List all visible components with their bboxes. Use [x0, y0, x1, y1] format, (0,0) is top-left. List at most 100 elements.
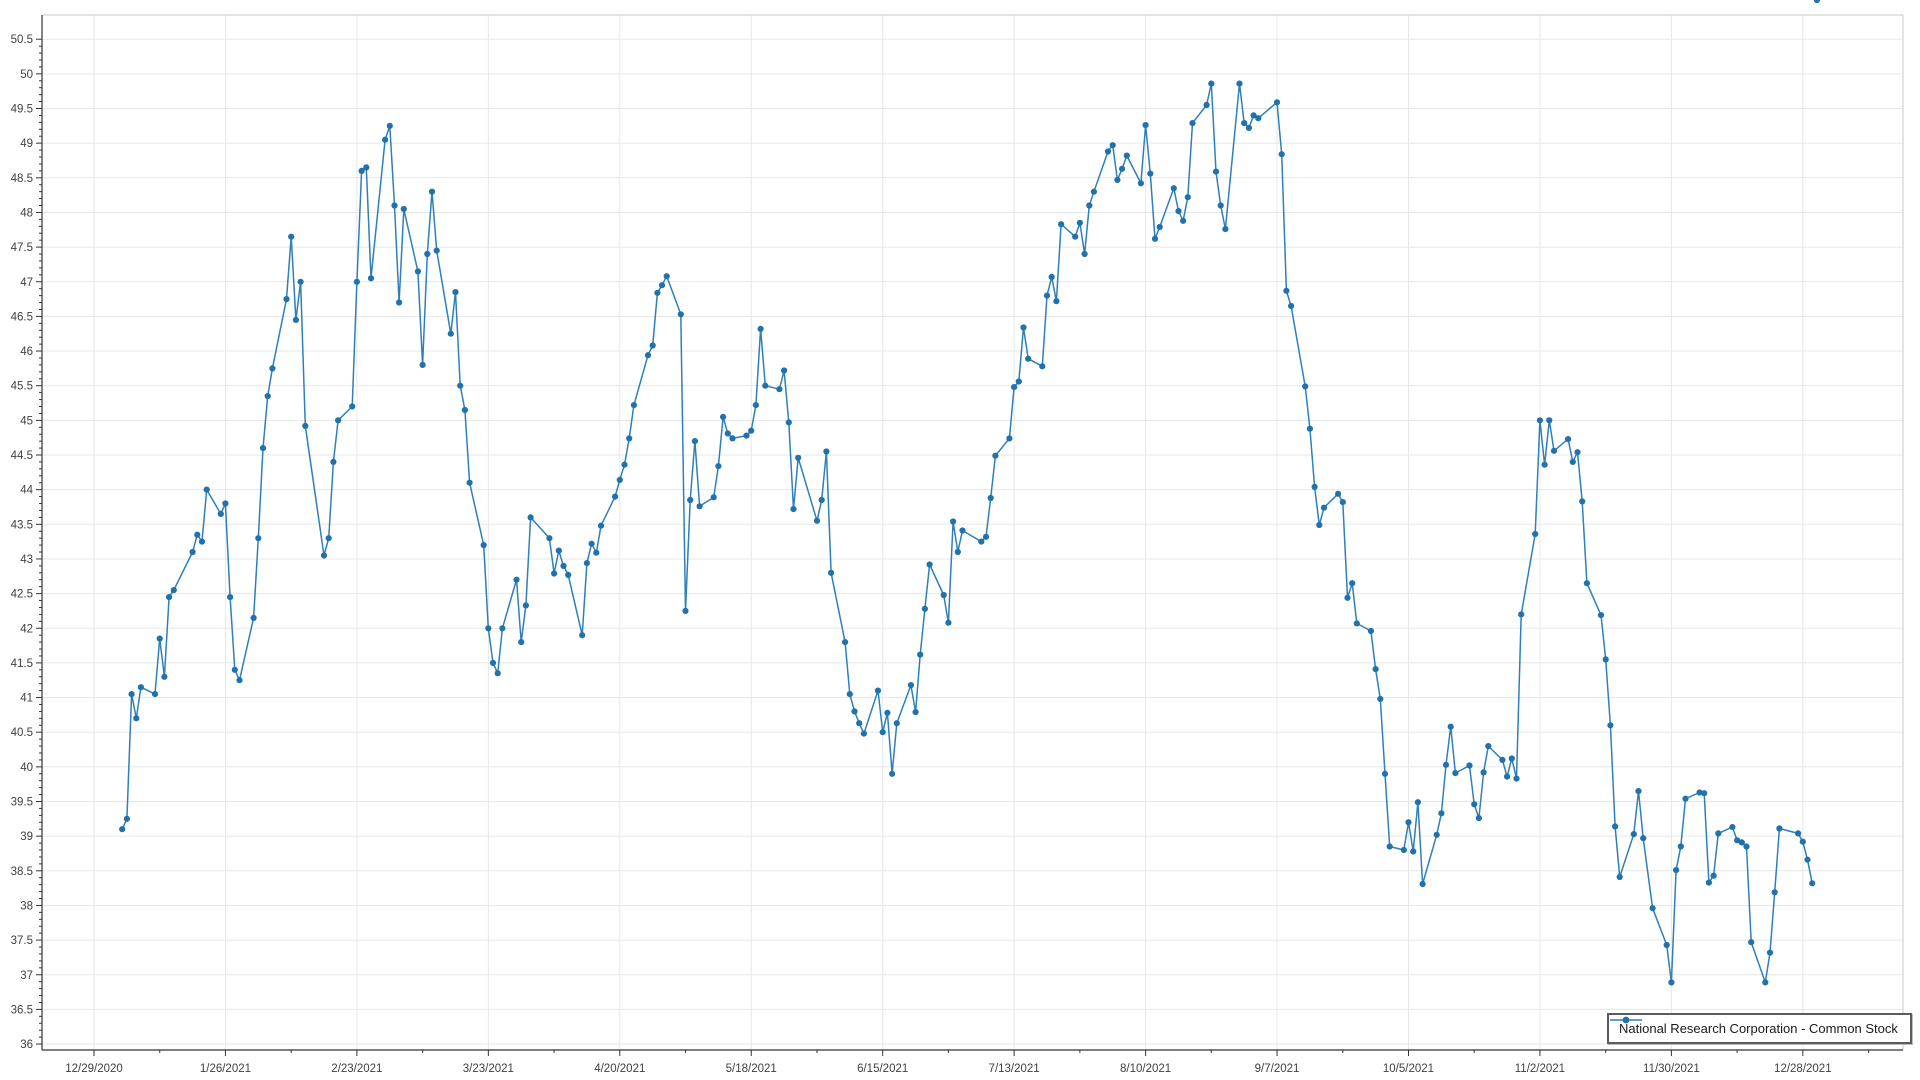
- data-point: [1635, 788, 1642, 795]
- data-point: [137, 684, 144, 691]
- y-axis-tick-label: 46: [20, 346, 33, 358]
- data-point: [1015, 378, 1022, 385]
- x-axis-tick-label: 4/20/2021: [594, 1063, 645, 1075]
- data-point: [555, 547, 562, 554]
- data-point: [151, 691, 159, 698]
- data-point: [1541, 461, 1548, 468]
- data-point: [654, 289, 661, 296]
- data-point: [367, 275, 375, 282]
- data-point: [1738, 839, 1745, 846]
- data-point: [1734, 837, 1741, 844]
- data-point: [724, 430, 731, 437]
- data-point: [1715, 830, 1722, 837]
- data-point: [1771, 889, 1778, 896]
- data-point: [1532, 530, 1539, 538]
- data-point: [691, 438, 699, 445]
- data-point: [236, 677, 243, 684]
- data-point: [1438, 810, 1445, 817]
- data-point: [363, 164, 370, 171]
- data-point: [663, 273, 670, 280]
- y-axis-tick-label: 44.5: [11, 450, 33, 462]
- data-point: [119, 826, 126, 833]
- data-point: [1320, 504, 1328, 511]
- data-point: [1466, 762, 1473, 769]
- data-point: [499, 625, 506, 632]
- data-point: [1058, 221, 1065, 228]
- data-point: [1616, 873, 1623, 881]
- data-point: [292, 316, 299, 323]
- data-point: [1335, 490, 1342, 497]
- data-point: [1076, 219, 1083, 226]
- data-point: [283, 296, 290, 303]
- data-point: [588, 540, 595, 547]
- data-point: [884, 709, 891, 716]
- data-point: [743, 432, 750, 439]
- x-axis-tick-label: 5/18/2021: [726, 1063, 777, 1075]
- data-point: [828, 569, 835, 576]
- data-point: [1147, 170, 1154, 177]
- data-point: [1630, 831, 1637, 838]
- data-point: [1668, 979, 1675, 986]
- data-point: [1180, 217, 1187, 224]
- data-point: [133, 715, 140, 722]
- data-point: [1433, 831, 1440, 838]
- data-point: [1142, 122, 1149, 129]
- data-point: [1156, 223, 1163, 231]
- x-axis-tick-label: 8/10/2021: [1120, 1063, 1171, 1075]
- data-point: [649, 342, 656, 349]
- data-point: [1367, 627, 1374, 635]
- data-point: [156, 635, 163, 642]
- y-axis-tick-label: 49: [20, 138, 33, 150]
- data-point: [781, 367, 788, 374]
- y-axis-tick-label: 45: [20, 415, 33, 427]
- data-point: [785, 419, 792, 426]
- data-point: [987, 494, 994, 502]
- data-point: [762, 382, 769, 389]
- data-point: [1151, 235, 1159, 242]
- data-point: [1447, 723, 1454, 730]
- data-point: [658, 282, 666, 289]
- data-point: [940, 591, 947, 599]
- data-point: [1053, 298, 1060, 305]
- data-point: [1748, 939, 1755, 946]
- data-point: [1710, 872, 1717, 879]
- data-point: [466, 479, 473, 486]
- data-point: [227, 594, 234, 601]
- data-point: [358, 167, 365, 174]
- y-axis-tick-label: 43.5: [11, 519, 33, 531]
- data-point: [1344, 594, 1351, 601]
- x-axis-tick-label: 3/23/2021: [463, 1063, 514, 1075]
- x-axis-tick-label: 10/5/2021: [1383, 1063, 1434, 1075]
- data-point: [255, 535, 262, 542]
- data-point: [893, 720, 900, 727]
- data-point: [1405, 819, 1412, 826]
- data-point: [1536, 417, 1543, 424]
- data-point: [1072, 233, 1079, 240]
- data-point: [889, 770, 896, 777]
- x-axis-tick-label: 7/13/2021: [989, 1063, 1040, 1075]
- data-point: [687, 496, 694, 504]
- data-point: [616, 476, 623, 483]
- data-point: [560, 562, 567, 570]
- legend-line-marker-icon: [1610, 1016, 1642, 1024]
- data-point: [710, 494, 717, 501]
- data-point: [696, 503, 703, 510]
- data-point: [926, 561, 933, 568]
- x-axis-tick-label: 11/2/2021: [1515, 1063, 1565, 1075]
- data-point: [992, 452, 999, 459]
- data-point: [400, 205, 407, 213]
- data-point: [1349, 580, 1356, 587]
- data-point: [1043, 292, 1051, 299]
- data-point: [1377, 695, 1384, 703]
- data-point: [1245, 124, 1252, 131]
- data-point: [1485, 743, 1492, 750]
- y-axis-tick-label: 40: [20, 762, 33, 774]
- data-point: [1189, 120, 1196, 127]
- data-point: [729, 435, 736, 442]
- data-point: [1499, 756, 1506, 764]
- data-point: [612, 493, 619, 500]
- data-point: [1795, 830, 1802, 837]
- data-point: [1311, 483, 1318, 490]
- data-point: [382, 136, 389, 143]
